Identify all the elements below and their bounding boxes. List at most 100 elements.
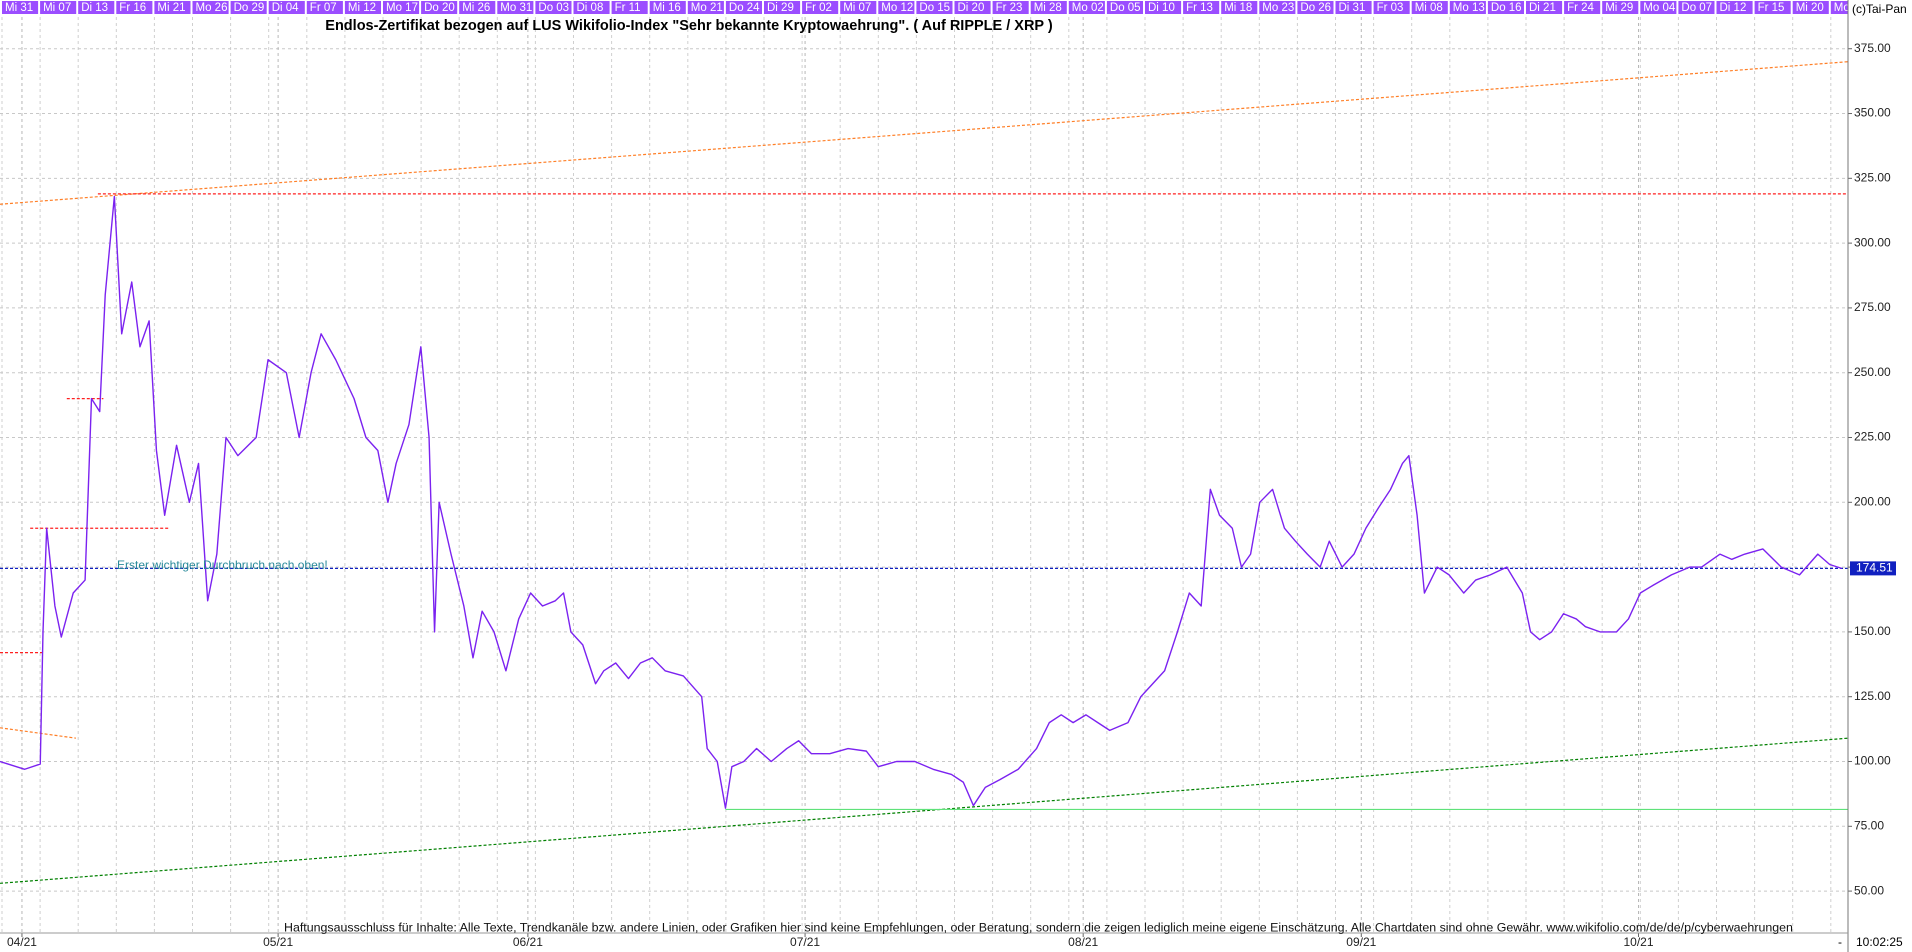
top-date-box <box>725 1 762 14</box>
top-date-box <box>459 1 496 14</box>
top-date-box <box>344 1 381 14</box>
top-date-box <box>154 1 191 14</box>
y-tick-label: 125.00 <box>1854 689 1891 703</box>
time-label: 10:02:25 <box>1856 935 1903 949</box>
top-date-label: Do 26 <box>1300 2 1331 14</box>
y-tick-label: 100.00 <box>1854 754 1891 768</box>
top-date-label: Mo 2 <box>1834 2 1860 14</box>
top-date-label: Fr 11 <box>615 2 641 14</box>
top-date-label: Mi 21 <box>157 2 185 14</box>
top-date-label: Do 07 <box>1681 2 1712 14</box>
trend-line <box>0 61 1848 205</box>
y-tick-label: 250.00 <box>1854 365 1891 379</box>
top-date-label: Fr 02 <box>805 2 832 14</box>
top-date-box <box>954 1 991 14</box>
top-date-box <box>1830 1 1848 14</box>
top-date-box <box>1030 1 1067 14</box>
top-date-box <box>1754 1 1791 14</box>
top-date-box <box>192 1 229 14</box>
top-date-label: Fr 07 <box>310 2 337 14</box>
top-date-box <box>268 1 305 14</box>
top-date-box <box>1602 1 1639 14</box>
top-date-label: Di 04 <box>272 2 299 14</box>
top-date-box <box>802 1 839 14</box>
top-date-label: Do 16 <box>1491 2 1522 14</box>
y-tick-label: 200.00 <box>1854 494 1891 508</box>
y-tick-label: 375.00 <box>1854 41 1891 55</box>
y-tick-label: 75.00 <box>1854 818 1884 832</box>
top-date-label: Mo 04 <box>1643 2 1676 14</box>
top-date-label: Do 15 <box>919 2 950 14</box>
top-date-box <box>497 1 534 14</box>
top-date-label: Mi 29 <box>1605 2 1633 14</box>
last-value-box <box>1850 561 1896 576</box>
top-date-box <box>1068 1 1105 14</box>
top-date-box <box>1373 1 1410 14</box>
top-date-label: Di 31 <box>1339 2 1366 14</box>
x-tick-label: 06/21 <box>513 935 543 949</box>
top-date-label: Mo 26 <box>196 2 228 14</box>
top-date-label: Di 13 <box>81 2 108 14</box>
top-date-box <box>116 1 153 14</box>
top-date-box <box>40 1 77 14</box>
top-date-label: Fr 03 <box>1377 2 1404 14</box>
top-date-box <box>1716 1 1753 14</box>
y-tick-label: 50.00 <box>1854 883 1884 897</box>
top-date-label: Mo 13 <box>1453 2 1485 14</box>
top-date-label: Mi 07 <box>43 2 71 14</box>
trend-line <box>0 727 77 739</box>
x-tick-label: 09/21 <box>1346 935 1376 949</box>
top-date-box <box>78 1 115 14</box>
top-date-box <box>1564 1 1601 14</box>
top-date-label: Di 12 <box>1720 2 1747 14</box>
top-date-box <box>840 1 877 14</box>
top-date-box <box>306 1 343 14</box>
trend-line <box>0 737 1848 884</box>
annotation: Erster wichtiger Durchbruch nach oben! <box>117 558 328 572</box>
top-date-box <box>649 1 686 14</box>
top-date-box <box>2 1 39 14</box>
x-tick-label: 07/21 <box>790 935 820 949</box>
top-date-label: Mo 12 <box>881 2 913 14</box>
disclaimer: Haftungsausschluss für Inhalte: Alle Tex… <box>284 920 1793 934</box>
top-date-box <box>1145 1 1182 14</box>
top-date-label: Mi 07 <box>843 2 871 14</box>
top-date-box <box>1792 1 1829 14</box>
top-date-label: Mi 16 <box>653 2 681 14</box>
top-date-label: Fr 16 <box>119 2 146 14</box>
grid <box>0 17 1848 933</box>
chart-title: Endlos-Zertifikat bezogen auf LUS Wikifo… <box>325 18 1053 34</box>
top-date-label: Mi 31 <box>5 2 33 14</box>
top-date-box <box>1526 1 1563 14</box>
top-date-box <box>230 1 267 14</box>
top-date-box <box>878 1 915 14</box>
y-tick-label: 275.00 <box>1854 300 1891 314</box>
top-date-label: Mi 08 <box>1415 2 1443 14</box>
top-date-row: Mi 31 Mi 07 Di 13 Fr 16 Mi 21 Mo 26 Do 29 Di 04… <box>2 1 1860 14</box>
top-date-label: Mo 31 <box>500 2 532 14</box>
axis-marker: - <box>1838 935 1842 949</box>
last-value-label: 174.51 <box>1856 561 1893 575</box>
top-date-box <box>1183 1 1220 14</box>
y-tick-label: 325.00 <box>1854 170 1891 184</box>
top-date-label: Do 29 <box>234 2 265 14</box>
x-tick-label: 05/21 <box>263 935 293 949</box>
series <box>0 195 1842 809</box>
top-date-box <box>1106 1 1143 14</box>
top-date-box <box>1259 1 1296 14</box>
top-date-label: Mi 28 <box>1034 2 1062 14</box>
y-tick-label: 150.00 <box>1854 624 1891 638</box>
top-date-label: Fr 23 <box>996 2 1023 14</box>
overlays <box>0 61 1848 884</box>
x-tick-label: 08/21 <box>1068 935 1098 949</box>
top-date-box <box>573 1 610 14</box>
top-date-box <box>1640 1 1677 14</box>
top-date-box <box>611 1 648 14</box>
top-date-box <box>992 1 1029 14</box>
y-tick-label: 350.00 <box>1854 106 1891 120</box>
top-date-label: Di 08 <box>577 2 604 14</box>
price-line <box>0 195 1842 809</box>
top-date-box <box>1297 1 1334 14</box>
